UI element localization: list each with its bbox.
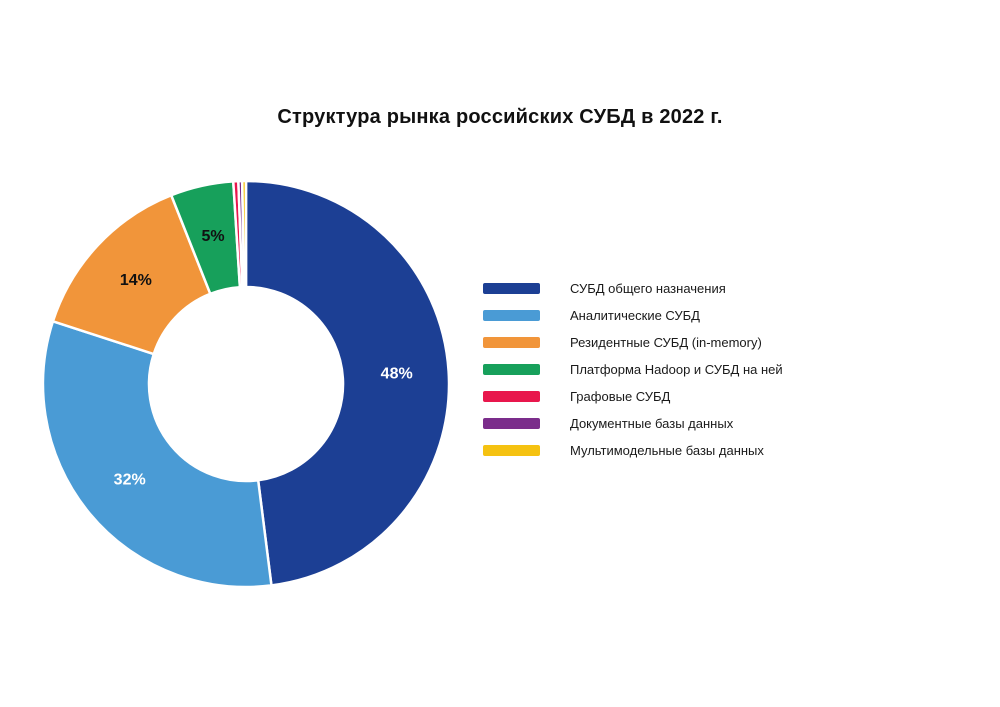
slice-percent-label: 5% bbox=[202, 228, 225, 245]
legend: СУБД общего назначения Аналитические СУБ… bbox=[483, 281, 783, 458]
pie-slice bbox=[244, 179, 451, 587]
legend-swatch bbox=[483, 283, 540, 294]
slice-percent-label: 48% bbox=[381, 366, 413, 383]
slice-percent-label: 32% bbox=[114, 472, 146, 489]
legend-item-label: Платформа Hadoop и СУБД на ней bbox=[570, 362, 783, 377]
chart-title: Структура рынка российских СУБД в 2022 г… bbox=[277, 106, 723, 128]
legend-swatch bbox=[483, 445, 540, 456]
legend-item-label: СУБД общего назначения bbox=[570, 281, 726, 296]
legend-swatch bbox=[483, 418, 540, 429]
legend-item: Мультимодельные базы данных bbox=[483, 443, 783, 458]
pie-slice bbox=[41, 320, 273, 589]
legend-swatch bbox=[483, 337, 540, 348]
legend-item: Графовые СУБД bbox=[483, 389, 783, 404]
legend-item: Документные базы данных bbox=[483, 416, 783, 431]
legend-item: СУБД общего назначения bbox=[483, 281, 783, 296]
legend-swatch bbox=[483, 391, 540, 402]
legend-item-label: Документные базы данных bbox=[570, 416, 734, 431]
legend-item: Платформа Hadoop и СУБД на ней bbox=[483, 362, 783, 377]
legend-item-label: Мультимодельные базы данных bbox=[570, 443, 764, 458]
slice-percent-label: 14% bbox=[120, 272, 152, 289]
pie-slice bbox=[51, 194, 212, 356]
legend-item: Аналитические СУБД bbox=[483, 308, 783, 323]
legend-item-label: Резидентные СУБД (in-memory) bbox=[570, 335, 762, 350]
legend-swatch bbox=[483, 364, 540, 375]
legend-item-label: Аналитические СУБД bbox=[570, 308, 700, 323]
pie-slice bbox=[240, 179, 248, 289]
legend-item-label: Графовые СУБД bbox=[570, 389, 671, 404]
legend-item: Резидентные СУБД (in-memory) bbox=[483, 335, 783, 350]
legend-swatch bbox=[483, 310, 540, 321]
